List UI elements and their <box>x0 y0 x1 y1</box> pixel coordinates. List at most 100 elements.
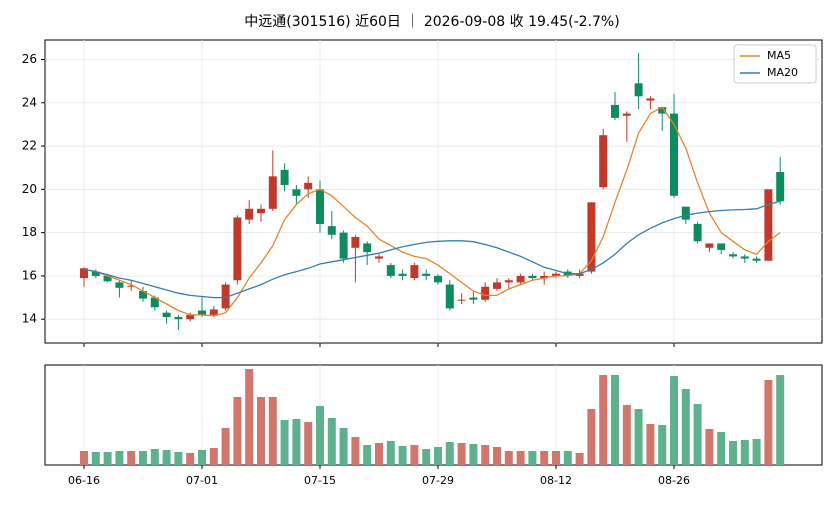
candle-body <box>599 135 608 188</box>
candle-body <box>410 265 419 279</box>
candle-body <box>198 310 206 315</box>
volume-bar <box>729 441 737 465</box>
x-tick-label: 07-01 <box>186 474 218 487</box>
candle-body <box>705 243 714 248</box>
price-panel <box>44 39 823 344</box>
candle-body <box>752 258 761 261</box>
candle-body <box>386 265 395 276</box>
candle-body <box>729 254 737 257</box>
volume-bar <box>705 429 714 465</box>
candle-body <box>221 284 230 309</box>
candle-body <box>80 268 88 279</box>
candle-body <box>693 223 702 242</box>
volume-bar <box>540 451 549 465</box>
candle-body <box>552 273 560 276</box>
candle-body <box>587 202 596 272</box>
volume-bar <box>611 375 619 465</box>
volume-bar <box>221 428 230 465</box>
volume-bar <box>292 419 301 465</box>
volume-bar <box>552 451 560 465</box>
volume-bar <box>528 451 537 465</box>
volume-bar <box>764 380 773 465</box>
volume-bar <box>670 376 678 465</box>
volume-bar <box>103 452 112 465</box>
volume-bar <box>80 451 88 465</box>
volume-bar <box>634 409 643 465</box>
volume-bar <box>622 405 631 465</box>
candle-body <box>481 286 490 300</box>
legend-label: MA5 <box>767 49 791 62</box>
candle-body <box>434 275 442 283</box>
candle-body <box>670 113 678 196</box>
candle-body <box>681 206 690 220</box>
candle-body <box>115 282 124 288</box>
candle-body <box>516 275 525 283</box>
candle-body <box>91 271 100 276</box>
volume-bar <box>717 432 726 465</box>
volume-bar <box>150 449 159 465</box>
candle-body <box>257 208 265 214</box>
volume-bar <box>658 425 667 465</box>
x-tick-label: 07-29 <box>422 474 454 487</box>
volume-bar <box>410 445 419 465</box>
volume-bar <box>681 389 690 465</box>
ma-line <box>83 200 781 299</box>
volume-bar <box>339 428 348 465</box>
volume-bar <box>363 445 372 465</box>
y-tick-label: 14 <box>22 312 37 326</box>
volume-bar <box>139 451 147 465</box>
ma-line <box>83 106 781 317</box>
candle-body <box>611 104 619 118</box>
volume-bar <box>162 450 171 465</box>
volume-bar <box>115 451 124 465</box>
x-tick-label: 06-16 <box>68 474 100 487</box>
volume-bar <box>174 452 183 465</box>
y-tick-label: 20 <box>22 182 37 196</box>
candle-body <box>245 208 254 220</box>
volume-bar <box>316 406 324 465</box>
y-tick-label: 22 <box>22 139 37 153</box>
candle-body <box>339 232 348 259</box>
candle-body <box>646 98 655 101</box>
candle-body <box>209 309 218 315</box>
volume-bar <box>481 445 490 465</box>
candle-body <box>764 189 773 261</box>
candle-body <box>316 189 324 224</box>
candle-body <box>575 273 584 276</box>
candle-body <box>658 107 667 114</box>
volume-bar <box>493 447 501 465</box>
candle-body <box>375 256 383 259</box>
candle-body <box>445 284 454 309</box>
volume-bar <box>575 453 584 465</box>
candle-body <box>776 172 785 202</box>
x-tick-label: 08-12 <box>540 474 572 487</box>
candle-body <box>162 312 171 318</box>
candle-body <box>740 256 749 259</box>
volume-bar <box>740 440 749 465</box>
candle-body <box>292 189 301 196</box>
candle-body <box>398 273 407 276</box>
candle-body <box>304 182 313 190</box>
volume-bar <box>646 424 655 465</box>
volume-bar <box>398 446 407 465</box>
volume-bar <box>209 448 218 465</box>
volume-bar <box>445 442 454 465</box>
volume-bar <box>776 375 785 465</box>
volume-bar <box>434 447 442 465</box>
y-tick-label: 26 <box>22 52 37 66</box>
candle-body <box>717 243 726 250</box>
volume-bar <box>268 397 277 465</box>
volume-bar <box>469 444 478 465</box>
volume-bar <box>457 443 466 465</box>
candle-body <box>174 317 183 320</box>
volume-bar <box>280 420 289 465</box>
candle-body <box>103 275 112 282</box>
x-tick-label: 08-26 <box>658 474 690 487</box>
candle-body <box>150 297 159 308</box>
volume-bar <box>233 397 242 465</box>
y-tick-label: 16 <box>22 268 37 282</box>
volume-bar <box>516 451 525 465</box>
volume-bar <box>386 441 395 465</box>
volume-bar <box>245 369 254 465</box>
